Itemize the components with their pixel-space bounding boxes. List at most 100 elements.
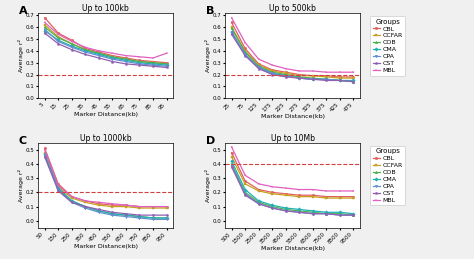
CBL	[242, 47, 248, 50]
COB	[137, 215, 142, 218]
MBL	[69, 40, 74, 43]
CPA	[296, 77, 302, 80]
CMA	[123, 59, 129, 62]
COB	[164, 217, 169, 220]
Legend: CBL, CCFAR, COB, CMA, CPA, CST, MBL: CBL, CCFAR, COB, CMA, CPA, CST, MBL	[370, 146, 405, 205]
CBL	[310, 74, 316, 77]
CBL	[164, 205, 169, 208]
CST	[69, 201, 74, 204]
MBL	[123, 54, 129, 57]
COB	[69, 199, 74, 203]
MBL	[150, 205, 156, 208]
Line: COB: COB	[230, 163, 355, 216]
CBL	[164, 61, 169, 64]
Line: CCFAR: CCFAR	[230, 156, 355, 199]
CMA	[109, 56, 115, 60]
CCFAR	[109, 205, 115, 208]
CBL	[256, 62, 262, 66]
Line: CCFAR: CCFAR	[44, 24, 168, 65]
CCFAR	[137, 206, 142, 210]
CMA	[351, 79, 356, 82]
COB	[96, 52, 102, 55]
CST	[283, 75, 289, 78]
CCFAR	[82, 48, 88, 51]
Line: MBL: MBL	[44, 21, 168, 59]
Y-axis label: Average r²: Average r²	[205, 39, 211, 72]
COB	[137, 60, 142, 63]
CST	[242, 54, 248, 57]
COB	[150, 61, 156, 64]
Line: CMA: CMA	[44, 30, 168, 66]
Line: MBL: MBL	[230, 16, 355, 74]
Line: CBL: CBL	[44, 16, 168, 64]
CPA	[164, 218, 169, 221]
COB	[324, 212, 329, 215]
CPA	[150, 218, 156, 221]
CCFAR	[96, 204, 102, 207]
COB	[256, 201, 262, 204]
Line: CBL: CBL	[230, 151, 355, 198]
CST	[137, 214, 142, 217]
Line: MBL: MBL	[230, 146, 355, 192]
CCFAR	[123, 57, 129, 61]
MBL	[296, 188, 302, 191]
CST	[229, 33, 235, 36]
Y-axis label: Average r²: Average r²	[205, 169, 211, 202]
CCFAR	[351, 77, 356, 80]
CPA	[109, 214, 115, 217]
CCFAR	[123, 205, 129, 208]
Text: B: B	[206, 6, 214, 16]
CBL	[82, 47, 88, 50]
CMA	[137, 61, 142, 64]
CBL	[256, 188, 262, 191]
MBL	[150, 56, 156, 60]
CPA	[324, 212, 329, 215]
CPA	[229, 30, 235, 33]
MBL	[337, 71, 343, 74]
Title: Up to 100kb: Up to 100kb	[82, 4, 129, 13]
CPA	[137, 62, 142, 66]
Line: COB: COB	[44, 153, 168, 219]
CPA	[55, 40, 61, 43]
Y-axis label: Average r²: Average r²	[18, 169, 24, 202]
CPA	[150, 63, 156, 67]
CBL	[310, 194, 316, 197]
CPA	[82, 206, 88, 210]
CPA	[242, 192, 248, 195]
Line: CMA: CMA	[230, 31, 355, 82]
CBL	[283, 71, 289, 74]
CST	[164, 66, 169, 69]
CPA	[337, 214, 343, 217]
CMA	[96, 209, 102, 212]
COB	[123, 57, 129, 61]
CMA	[310, 209, 316, 212]
MBL	[69, 195, 74, 198]
COB	[229, 162, 235, 166]
CCFAR	[337, 77, 343, 80]
CBL	[42, 147, 47, 150]
Line: CST: CST	[230, 33, 355, 83]
CMA	[242, 188, 248, 191]
CPA	[123, 215, 129, 218]
CCFAR	[269, 192, 275, 195]
CCFAR	[283, 72, 289, 75]
CST	[310, 78, 316, 81]
COB	[242, 191, 248, 194]
CST	[109, 211, 115, 214]
CBL	[337, 75, 343, 78]
X-axis label: Marker Distance(kb): Marker Distance(kb)	[73, 244, 137, 249]
CCFAR	[96, 52, 102, 55]
Line: CPA: CPA	[230, 31, 355, 83]
CPA	[137, 217, 142, 220]
COB	[69, 42, 74, 45]
CBL	[42, 16, 47, 19]
CMA	[55, 186, 61, 190]
Line: CST: CST	[230, 166, 355, 216]
CMA	[256, 66, 262, 69]
X-axis label: Marker Distance(kb): Marker Distance(kb)	[261, 114, 325, 119]
CPA	[269, 206, 275, 210]
MBL	[337, 189, 343, 192]
CBL	[109, 54, 115, 57]
CPA	[42, 154, 47, 157]
CST	[229, 165, 235, 168]
